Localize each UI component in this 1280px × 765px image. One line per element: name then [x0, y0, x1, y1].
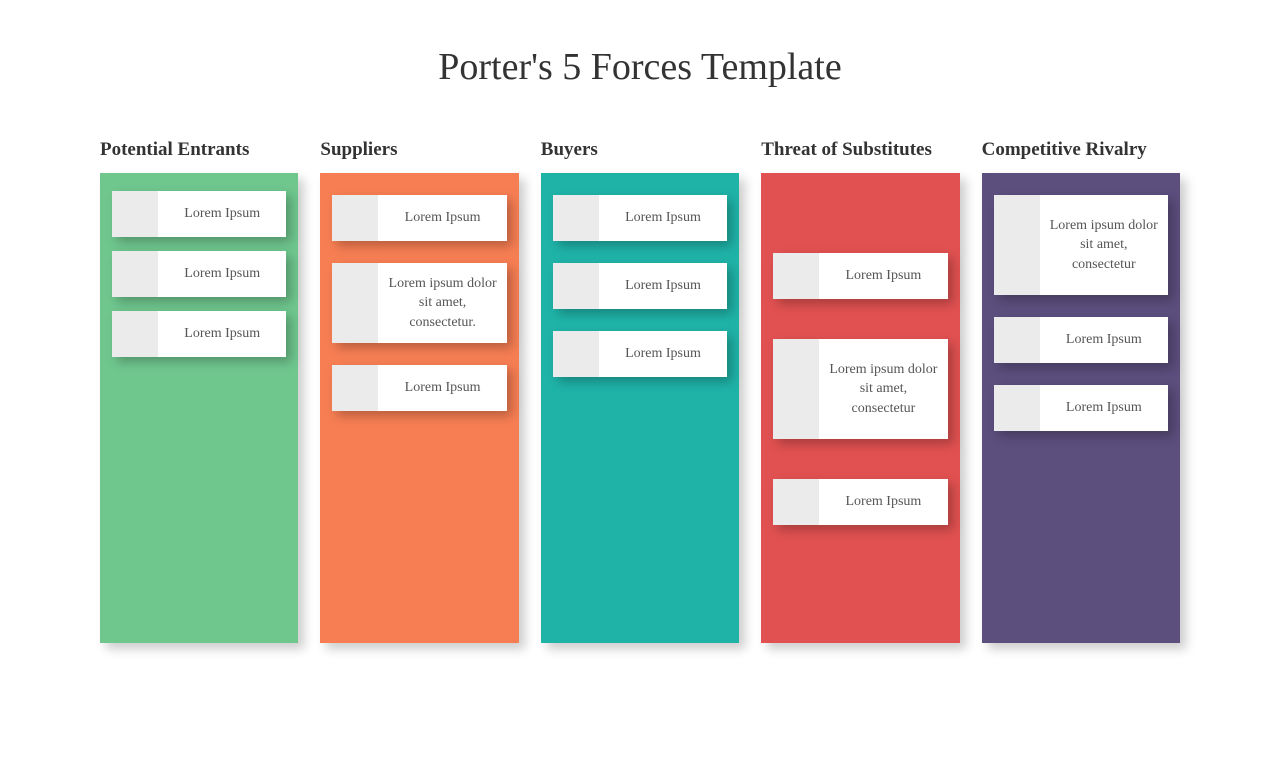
card: Lorem Ipsum	[553, 195, 727, 241]
card: Lorem Ipsum	[112, 251, 286, 297]
card-text: Lorem Ipsum	[1040, 385, 1168, 431]
card: Lorem Ipsum	[332, 195, 506, 241]
column-header: Buyers	[541, 139, 739, 161]
card: Lorem Ipsum	[553, 263, 727, 309]
column-body: Lorem Ipsum Lorem Ipsum Lorem Ipsum	[541, 173, 739, 643]
card: Lorem Ipsum	[773, 253, 947, 299]
column-body: Lorem Ipsum Lorem Ipsum Lorem Ipsum	[100, 173, 298, 643]
card-accent	[553, 195, 599, 241]
card-text: Lorem Ipsum	[599, 263, 727, 309]
card-accent	[553, 331, 599, 377]
card-text: Lorem ipsum dolor sit amet, consectetur	[1040, 195, 1168, 295]
column-header: Suppliers	[320, 139, 518, 161]
column-body: Lorem Ipsum Lorem ipsum dolor sit amet, c…	[320, 173, 518, 643]
column-header: Competitive Rivalry	[982, 139, 1180, 161]
card-text: Lorem Ipsum	[158, 191, 286, 237]
card-text: Lorem ipsum dolor sit amet, consectetur.	[378, 263, 506, 343]
card-text: Lorem Ipsum	[1040, 317, 1168, 363]
column-body: Lorem Ipsum Lorem ipsum dolor sit amet, c…	[761, 173, 959, 643]
column-header: Threat of Substitutes	[761, 139, 959, 161]
card-accent	[553, 263, 599, 309]
card: Lorem Ipsum	[332, 365, 506, 411]
card-text: Lorem Ipsum	[599, 195, 727, 241]
card-text: Lorem Ipsum	[378, 195, 506, 241]
column-4: Competitive Rivalry Lorem ipsum dolor sit…	[982, 139, 1180, 643]
card-accent	[773, 479, 819, 525]
card-text: Lorem Ipsum	[819, 253, 947, 299]
card-accent	[773, 339, 819, 439]
card-accent	[994, 195, 1040, 295]
column-header: Potential Entrants	[100, 139, 298, 161]
card: Lorem ipsum dolor sit amet, consectetur	[994, 195, 1168, 295]
column-1: Suppliers Lorem Ipsum Lorem ipsum dolor si…	[320, 139, 518, 643]
card-text: Lorem Ipsum	[158, 251, 286, 297]
card-accent	[994, 385, 1040, 431]
card-accent	[332, 195, 378, 241]
column-2: Buyers Lorem Ipsum Lorem Ipsum Lorem Ipsum	[541, 139, 739, 643]
columns-container: Potential EntrantsLorem IpsumLorem Ipsum…	[0, 139, 1280, 643]
card-accent	[112, 251, 158, 297]
card-text: Lorem Ipsum	[378, 365, 506, 411]
card: Lorem Ipsum	[553, 331, 727, 377]
card-text: Lorem ipsum dolor sit amet, consectetur	[819, 339, 947, 439]
card: Lorem Ipsum	[112, 191, 286, 237]
card-text: Lorem Ipsum	[599, 331, 727, 377]
card: Lorem Ipsum	[994, 317, 1168, 363]
column-body: Lorem ipsum dolor sit amet, consectetur L…	[982, 173, 1180, 643]
card-accent	[994, 317, 1040, 363]
card: Lorem Ipsum	[773, 479, 947, 525]
page-title: Porter's 5 Forces Template	[0, 45, 1280, 89]
card: Lorem Ipsum	[112, 311, 286, 357]
card-accent	[112, 311, 158, 357]
card: Lorem Ipsum	[994, 385, 1168, 431]
card: Lorem ipsum dolor sit amet, consectetur	[773, 339, 947, 439]
card-text: Lorem Ipsum	[819, 479, 947, 525]
card-accent	[332, 365, 378, 411]
card-accent	[332, 263, 378, 343]
card-accent	[112, 191, 158, 237]
card-accent	[773, 253, 819, 299]
column-3: Threat of Substitutes Lorem Ipsum Lorem ip…	[761, 139, 959, 643]
card: Lorem ipsum dolor sit amet, consectetur.	[332, 263, 506, 343]
column-0: Potential EntrantsLorem IpsumLorem Ipsum…	[100, 139, 298, 643]
card-text: Lorem Ipsum	[158, 311, 286, 357]
